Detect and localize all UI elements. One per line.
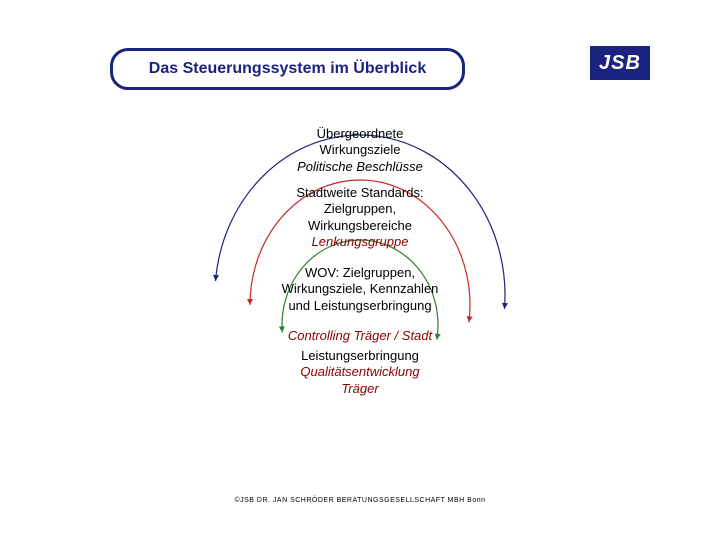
text-line: Übergeordnete [260, 126, 460, 142]
text-line: Wirkungsziele [260, 142, 460, 158]
text-line: Stadtweite Standards: [260, 185, 460, 201]
logo-text: JSB [599, 52, 641, 75]
text-line: Politische Beschlüsse [260, 159, 460, 175]
text-line: Wirkungsziele, Kennzahlen [260, 281, 460, 297]
text-block-b5: LeistungserbringungQualitätsentwicklungT… [260, 348, 460, 397]
footer-copyright: ©JSB DR. JAN SCHRÖDER BERATUNGSGESELLSCH… [0, 497, 720, 504]
text-line: WOV: Zielgruppen, [260, 265, 460, 281]
title-box: Das Steuerungssystem im Überblick [110, 48, 465, 90]
logo: JSB [590, 46, 650, 80]
text-line: Träger [260, 381, 460, 397]
page-title: Das Steuerungssystem im Überblick [149, 60, 426, 78]
text-line: und Leistungserbringung [260, 298, 460, 314]
text-block-b4: Controlling Träger / Stadt [260, 328, 460, 344]
text-line: Lenkungsgruppe [260, 234, 460, 250]
text-line: Zielgruppen, [260, 201, 460, 217]
text-line: Qualitätsentwicklung [260, 364, 460, 380]
text-block-b1: ÜbergeordneteWirkungszielePolitische Bes… [260, 126, 460, 175]
text-block-b2: Stadtweite Standards:Zielgruppen,Wirkung… [260, 185, 460, 250]
text-line: Leistungserbringung [260, 348, 460, 364]
text-block-b3: WOV: Zielgruppen,Wirkungsziele, Kennzahl… [260, 265, 460, 314]
diagram: ÜbergeordneteWirkungszielePolitische Bes… [200, 120, 520, 460]
text-line: Controlling Träger / Stadt [260, 328, 460, 344]
text-line: Wirkungsbereiche [260, 218, 460, 234]
